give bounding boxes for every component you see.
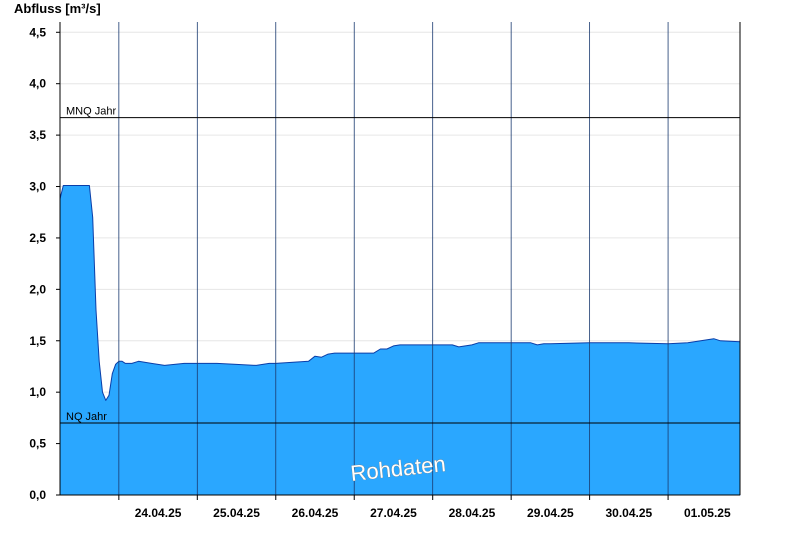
- x-tick-label: 30.04.25: [605, 506, 652, 520]
- y-tick-label: 3,0: [29, 180, 46, 194]
- y-tick-label: 2,5: [29, 231, 46, 245]
- y-tick-label: 1,5: [29, 334, 46, 348]
- x-tick-label: 29.04.25: [527, 506, 574, 520]
- reference-lines: MNQ Jahr NQ Jahr: [60, 106, 740, 424]
- y-tick-label: 2,0: [29, 282, 46, 296]
- x-tick-label: 01.05.25: [684, 506, 731, 520]
- day-gridlines: [118, 22, 669, 495]
- x-tick-label: 26.04.25: [292, 506, 339, 520]
- discharge-area: [59, 185, 741, 496]
- y-tick-label: 1,0: [29, 385, 46, 399]
- x-tick-label: 27.04.25: [370, 506, 417, 520]
- y-tick-label: 3,5: [29, 128, 46, 142]
- plot-frame: [59, 22, 741, 496]
- reference-line-label: NQ Jahr: [66, 411, 107, 423]
- y-axis-title: Abfluss [m³/s]: [14, 1, 101, 16]
- x-axis-ticks: 24.04.25 25.04.25 26.04.25 27.04.25 28.04.25…: [118, 495, 731, 520]
- y-axis-ticks: 0,0 0,5 1,0 1,5 2,0 2,5 3,0 3,5 4,0 4,5: [29, 25, 60, 502]
- y-tick-label: 0,5: [29, 437, 46, 451]
- y-tick-label: 4,0: [29, 77, 46, 91]
- y-tick-label: 0,0: [29, 488, 46, 502]
- y-tick-label: 4,5: [29, 25, 46, 39]
- reference-line-label: MNQ Jahr: [66, 106, 116, 118]
- x-tick-label: 24.04.25: [135, 506, 182, 520]
- x-tick-label: 25.04.25: [213, 506, 260, 520]
- x-tick-label: 28.04.25: [449, 506, 496, 520]
